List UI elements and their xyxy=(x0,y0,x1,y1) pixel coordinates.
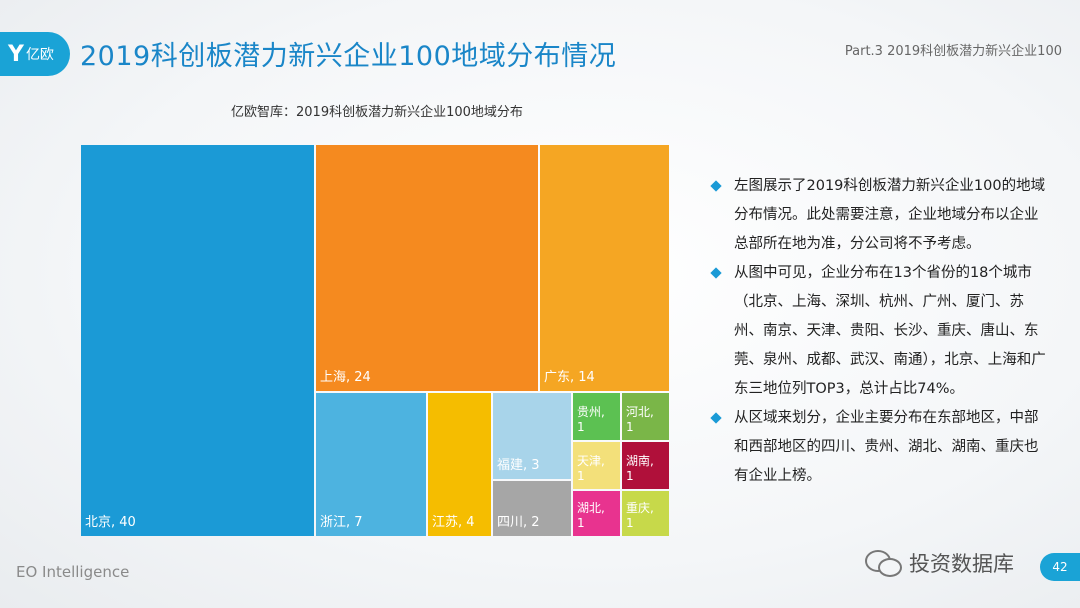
treemap-cell-四川: 四川, 2 xyxy=(493,481,571,536)
section-label: Part.3 2019科创板潜力新兴企业100 xyxy=(844,44,1062,59)
page-number: 42 xyxy=(1040,553,1080,581)
treemap-cell-上海: 上海, 24 xyxy=(316,145,538,391)
treemap-label: 四川, 2 xyxy=(497,515,540,530)
treemap-label: 福建, 3 xyxy=(497,458,540,473)
bullet-list: 左图展示了2019科创板潜力新兴企业100的地域分布情况。此处需要注意，企业地域… xyxy=(708,172,1048,491)
logo-text: 亿欧 xyxy=(25,47,54,63)
treemap-label: 北京, 40 xyxy=(85,515,136,530)
treemap-cell-河北: 河北, 1 xyxy=(622,393,669,440)
bullet-text: 左图展示了2019科创板潜力新兴企业100的地域分布情况。此处需要注意，企业地域… xyxy=(734,178,1046,252)
treemap-cell-广东: 广东, 14 xyxy=(540,145,669,391)
bullet-text: 从图中可见，企业分布在13个省份的18个城市（北京、上海、深圳、杭州、广州、厦门… xyxy=(734,265,1046,397)
treemap-cell-浙江: 浙江, 7 xyxy=(316,393,426,536)
treemap-label: 浙江, 7 xyxy=(320,515,363,530)
treemap-chart: 北京, 40 上海, 24 广东, 14 浙江, 7 江苏, 4 福建, 3 四川, 2 贵州… xyxy=(81,145,669,536)
chart-title: 亿欧智库：2019科创板潜力新兴企业100地域分布 xyxy=(231,105,523,120)
bullet-text: 从区域来划分，企业主要分布在东部地区，中部和西部地区的四川、贵州、湖北、湖南、重… xyxy=(734,410,1039,484)
treemap-cell-湖北: 湖北, 1 xyxy=(573,491,620,536)
treemap-label: 广东, 14 xyxy=(544,370,595,385)
diamond-icon xyxy=(710,180,722,192)
bullet-item: 从区域来划分，企业主要分布在东部地区，中部和西部地区的四川、贵州、湖北、湖南、重… xyxy=(708,404,1048,491)
treemap-label: 江苏, 4 xyxy=(432,515,475,530)
treemap-cell-重庆: 重庆, 1 xyxy=(622,491,669,536)
brand-logo: Y 亿欧 xyxy=(0,32,70,76)
bullet-item: 左图展示了2019科创板潜力新兴企业100的地域分布情况。此处需要注意，企业地域… xyxy=(708,172,1048,259)
treemap-cell-江苏: 江苏, 4 xyxy=(428,393,491,536)
wechat-icon xyxy=(865,550,902,577)
page-title: 2019科创板潜力新兴企业100地域分布情况 xyxy=(80,41,617,72)
treemap-label: 湖北, 1 xyxy=(577,501,605,530)
treemap-cell-湖南: 湖南, 1 xyxy=(622,442,669,489)
treemap-label: 河北, 1 xyxy=(626,405,654,434)
treemap-cell-天津: 天津, 1 xyxy=(573,442,620,489)
logo-mark: Y xyxy=(8,41,24,67)
treemap-cell-贵州: 贵州, 1 xyxy=(573,393,620,440)
bullet-item: 从图中可见，企业分布在13个省份的18个城市（北京、上海、深圳、杭州、广州、厦门… xyxy=(708,259,1048,404)
diamond-icon xyxy=(710,267,722,279)
treemap-cell-北京: 北京, 40 xyxy=(81,145,314,536)
wechat-label: 投资数据库 xyxy=(909,552,1014,576)
wechat-watermark: 投资数据库 xyxy=(865,548,1014,578)
treemap-label: 天津, 1 xyxy=(577,454,605,483)
treemap-cell-福建: 福建, 3 xyxy=(493,393,571,479)
diamond-icon xyxy=(710,412,722,424)
treemap-label: 贵州, 1 xyxy=(577,405,605,434)
treemap-label: 湖南, 1 xyxy=(626,454,654,483)
treemap-label: 上海, 24 xyxy=(320,370,371,385)
treemap-label: 重庆, 1 xyxy=(626,501,654,530)
footer-brand: EO Intelligence xyxy=(16,563,130,581)
